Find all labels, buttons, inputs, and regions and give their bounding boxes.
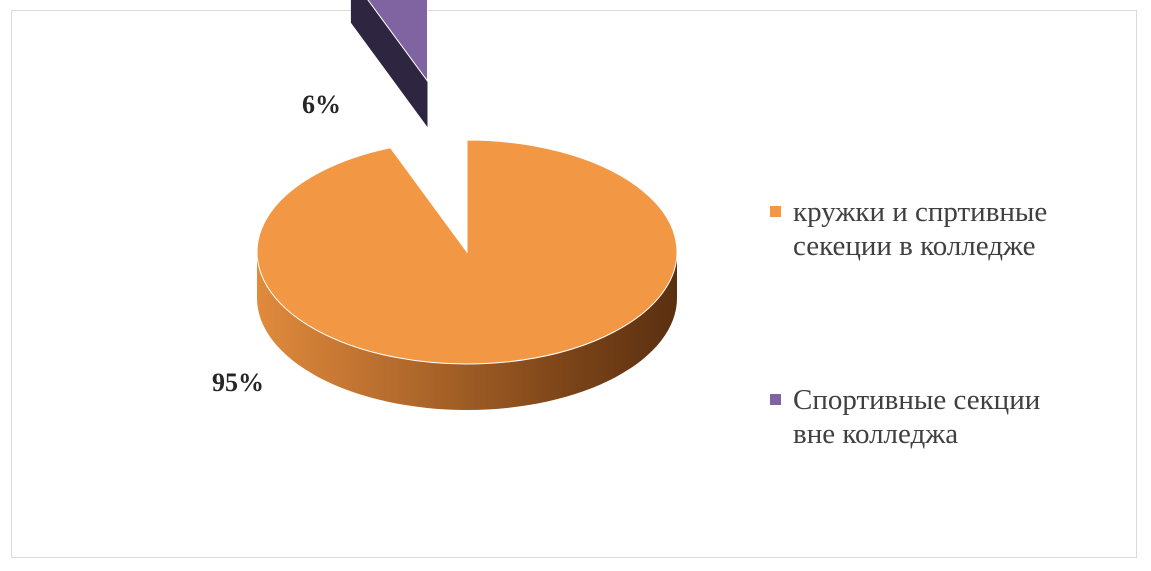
slice-1 <box>367 0 428 83</box>
legend-swatch-1 <box>770 394 781 405</box>
slice-1-side <box>350 0 428 128</box>
legend-item-0: кружки и спртивные секеции в колледже <box>770 195 1110 263</box>
data-label-slice-1: 6% <box>302 90 341 119</box>
slice-0-side <box>257 252 677 410</box>
slice-0 <box>256 139 678 365</box>
legend: кружки и спртивные секеции в колледже Сп… <box>770 195 1110 571</box>
legend-item-1: Спортивные секции вне колледжа <box>770 383 1110 451</box>
legend-swatch-0 <box>770 206 781 217</box>
legend-label-1: Спортивные секции вне колледжа <box>793 384 1041 450</box>
data-label-slice-0: 95% <box>212 368 264 397</box>
legend-label-0: кружки и спртивные секеции в колледже <box>793 196 1048 262</box>
